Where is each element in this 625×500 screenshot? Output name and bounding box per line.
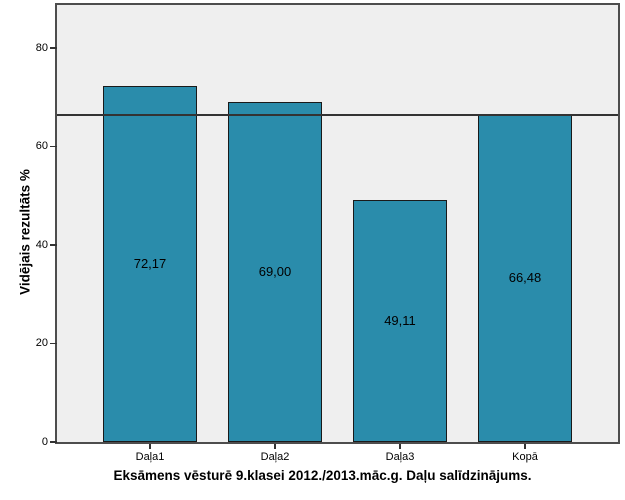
bar-kopā xyxy=(478,114,572,442)
y-tick-label-80: 80 xyxy=(35,42,48,54)
bar-value-label: 49,11 xyxy=(384,313,416,328)
x-tick-label-kopā: Kopā xyxy=(512,451,538,463)
bar-daļa1 xyxy=(103,86,197,442)
y-tick-mark xyxy=(50,244,57,246)
y-tick-label-60: 60 xyxy=(35,140,48,152)
x-tick-mark xyxy=(399,444,401,449)
x-tick-mark xyxy=(524,444,526,449)
y-tick-mark xyxy=(50,145,57,148)
x-tick-label-daļa1: Daļa1 xyxy=(135,451,165,463)
bar-value-label: 72,17 xyxy=(133,256,167,271)
bar-value-label: 66,48 xyxy=(508,270,542,285)
bar-daļa2 xyxy=(228,102,322,442)
y-tick-label-20: 20 xyxy=(35,337,48,349)
y-tick-mark xyxy=(50,47,57,49)
y-tick-mark xyxy=(50,441,57,443)
chart-title: Eksāmens vēsturē 9.klasei 2012./2013.māc… xyxy=(113,468,532,483)
plot-area: 72,17 69,00 49,11 66,48 xyxy=(55,3,620,444)
reference-line xyxy=(57,114,618,116)
x-tick-label-daļa2: Daļa2 xyxy=(260,451,290,463)
x-tick-label-daļa3: Daļa3 xyxy=(385,451,415,463)
y-tick-label-0: 0 xyxy=(41,436,48,448)
y-axis-title: Vidējais rezultāts % xyxy=(17,169,33,295)
x-tick-mark xyxy=(274,444,276,449)
bar-value-label: 69,00 xyxy=(258,264,292,279)
bar-daļa3 xyxy=(353,200,447,442)
y-tick-label-40: 40 xyxy=(35,239,48,251)
x-tick-mark xyxy=(149,444,151,449)
y-tick-mark xyxy=(50,342,57,345)
